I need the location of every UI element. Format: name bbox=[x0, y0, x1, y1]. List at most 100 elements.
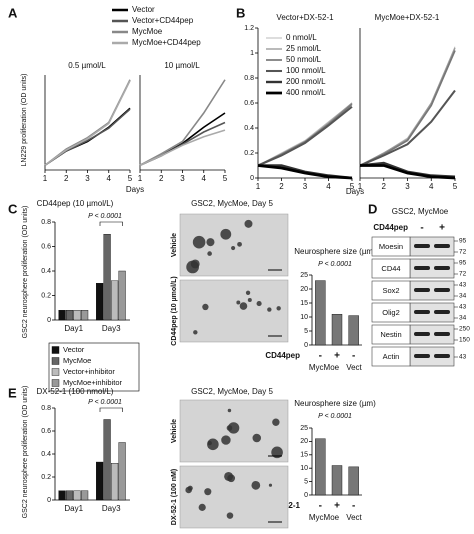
bar bbox=[81, 490, 89, 501]
y-tick-label: 1 bbox=[250, 50, 254, 57]
x-tick-label: 1 bbox=[358, 182, 363, 191]
chart-title: Neurosphere size (µm) bbox=[294, 399, 376, 408]
chart-title: DX-52-1 (100 nmol/L) bbox=[37, 387, 114, 396]
annotation: P < 0.0001 bbox=[318, 413, 352, 420]
legend-label: 50 nmol/L bbox=[286, 55, 322, 64]
neurosphere bbox=[227, 408, 232, 413]
neurosphere bbox=[231, 245, 236, 251]
panel-label: B bbox=[236, 5, 245, 20]
blot-band bbox=[414, 288, 430, 292]
blot-band bbox=[414, 310, 430, 314]
significance-bracket bbox=[99, 407, 123, 412]
blot-title: GSC2, MycMoe bbox=[392, 207, 449, 216]
y-tick-label: 25 bbox=[300, 272, 308, 279]
neurosphere bbox=[272, 418, 280, 426]
bar bbox=[73, 490, 81, 501]
y-tick-label: 0.2 bbox=[41, 292, 51, 299]
y-tick-label: 0 bbox=[250, 175, 254, 182]
row-label-box bbox=[371, 346, 411, 367]
neurosphere bbox=[268, 483, 273, 487]
legend-label: MycMoe+inhibitor bbox=[63, 378, 122, 387]
neurosphere bbox=[192, 235, 206, 249]
y-tick-label: 0.4 bbox=[244, 125, 254, 132]
x-tick-label: 5 bbox=[223, 174, 228, 183]
neurosphere bbox=[221, 435, 231, 445]
x-tick-label: 5 bbox=[128, 174, 133, 183]
neurosphere bbox=[202, 303, 209, 311]
neurosphere bbox=[226, 425, 233, 431]
y-tick-label: 0 bbox=[47, 317, 51, 324]
y-tick-label: 0.6 bbox=[244, 100, 254, 107]
neurosphere bbox=[185, 486, 192, 494]
image-label: Vehicle bbox=[171, 419, 178, 443]
x-tick-label: - bbox=[352, 351, 355, 362]
chart-title: MycMoe+DX-52-1 bbox=[375, 13, 440, 22]
row-label: CD44 bbox=[381, 264, 400, 273]
neurosphere bbox=[198, 503, 206, 511]
micrograph bbox=[179, 465, 289, 529]
neurosphere bbox=[206, 238, 215, 247]
data-line bbox=[257, 164, 353, 180]
size-marker: 43 bbox=[459, 304, 467, 311]
row-label: Moesin bbox=[379, 242, 403, 251]
blot-band bbox=[434, 354, 450, 358]
row-label-box bbox=[371, 258, 411, 279]
annotation: P < 0.0001 bbox=[88, 399, 122, 406]
blot-band bbox=[414, 354, 430, 358]
bar bbox=[73, 310, 81, 321]
annotation: P < 0.0001 bbox=[88, 213, 122, 220]
x-tick-label: 4 bbox=[429, 182, 434, 191]
neurosphere bbox=[220, 228, 232, 240]
y-tick-label: 0.8 bbox=[41, 219, 51, 226]
y-tick-label: 0 bbox=[47, 497, 51, 504]
x-tick-label: + bbox=[334, 351, 340, 362]
bar bbox=[331, 314, 343, 346]
blot-band bbox=[414, 266, 430, 270]
neurosphere bbox=[245, 290, 251, 295]
y-tick-label: 15 bbox=[300, 300, 308, 307]
neurosphere bbox=[239, 302, 248, 310]
neurosphere bbox=[207, 438, 219, 451]
group-label: Vect bbox=[346, 363, 362, 372]
y-tick-label: 5 bbox=[304, 328, 308, 335]
neurosphere bbox=[247, 298, 252, 303]
neurosphere bbox=[267, 307, 272, 312]
bar bbox=[111, 280, 119, 321]
legend-label: Vector+inhibitor bbox=[63, 367, 115, 376]
size-marker: 250 bbox=[459, 326, 470, 333]
x-tick-label: + bbox=[334, 501, 340, 512]
blot-band bbox=[434, 266, 450, 270]
size-marker: 34 bbox=[459, 315, 467, 322]
neurosphere bbox=[251, 480, 261, 490]
x-tick-label: 2 bbox=[382, 182, 387, 191]
x-tick-label: 5 bbox=[453, 182, 458, 191]
x-tick-label: 2 bbox=[159, 174, 164, 183]
bar bbox=[118, 442, 126, 501]
legend-label: Vector bbox=[132, 5, 155, 14]
row-label-box bbox=[371, 280, 411, 301]
neurosphere bbox=[236, 300, 241, 305]
neurosphere bbox=[244, 219, 253, 228]
neurosphere bbox=[204, 488, 212, 496]
neurosphere bbox=[193, 330, 198, 335]
size-marker: 95 bbox=[459, 238, 467, 245]
legend-swatch bbox=[51, 379, 60, 387]
y-tick-label: 20 bbox=[300, 286, 308, 293]
x-tick-label: 3 bbox=[405, 182, 410, 191]
y-tick-label: 15 bbox=[300, 452, 308, 459]
neurosphere bbox=[271, 446, 283, 459]
x-tick-label: 5 bbox=[350, 182, 355, 191]
data-line bbox=[257, 105, 353, 167]
panel-label: E bbox=[8, 385, 17, 400]
lane-label: + bbox=[439, 223, 445, 234]
size-marker: 72 bbox=[459, 271, 467, 278]
legend-label: MycMoe bbox=[63, 356, 91, 365]
y-tick-label: 0.4 bbox=[41, 451, 51, 458]
panel-label: A bbox=[8, 5, 18, 20]
image-title: GSC2, MycMoe, Day 5 bbox=[191, 199, 273, 208]
neurosphere bbox=[186, 260, 199, 274]
neurosphere bbox=[226, 512, 234, 519]
blot-band bbox=[434, 332, 450, 336]
legend-label: 0 nmol/L bbox=[286, 33, 317, 42]
